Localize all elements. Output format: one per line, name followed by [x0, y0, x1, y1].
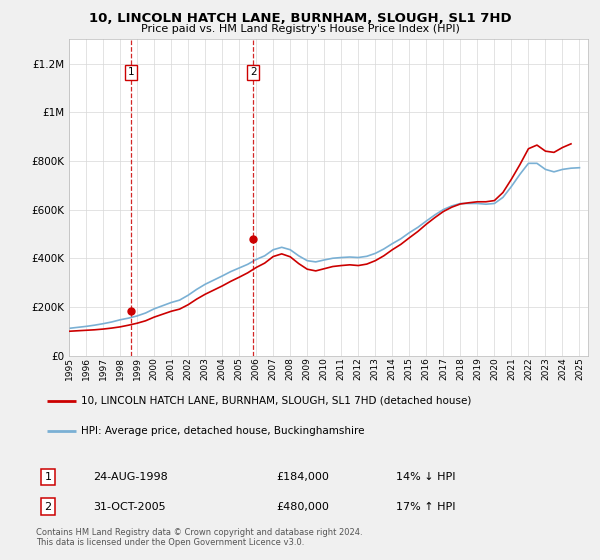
Text: 1: 1 [44, 472, 52, 482]
Text: Contains HM Land Registry data © Crown copyright and database right 2024.
This d: Contains HM Land Registry data © Crown c… [36, 528, 362, 547]
Text: £480,000: £480,000 [276, 502, 329, 512]
Text: Price paid vs. HM Land Registry's House Price Index (HPI): Price paid vs. HM Land Registry's House … [140, 24, 460, 34]
Text: 31-OCT-2005: 31-OCT-2005 [93, 502, 166, 512]
Text: HPI: Average price, detached house, Buckinghamshire: HPI: Average price, detached house, Buck… [81, 426, 364, 436]
Text: 2: 2 [44, 502, 52, 512]
Text: 2: 2 [250, 67, 257, 77]
Text: 17% ↑ HPI: 17% ↑ HPI [396, 502, 455, 512]
Text: £184,000: £184,000 [276, 472, 329, 482]
Text: 24-AUG-1998: 24-AUG-1998 [93, 472, 168, 482]
Text: 10, LINCOLN HATCH LANE, BURNHAM, SLOUGH, SL1 7HD: 10, LINCOLN HATCH LANE, BURNHAM, SLOUGH,… [89, 12, 511, 25]
Text: 1: 1 [128, 67, 134, 77]
Text: 14% ↓ HPI: 14% ↓ HPI [396, 472, 455, 482]
Text: 10, LINCOLN HATCH LANE, BURNHAM, SLOUGH, SL1 7HD (detached house): 10, LINCOLN HATCH LANE, BURNHAM, SLOUGH,… [81, 396, 471, 406]
